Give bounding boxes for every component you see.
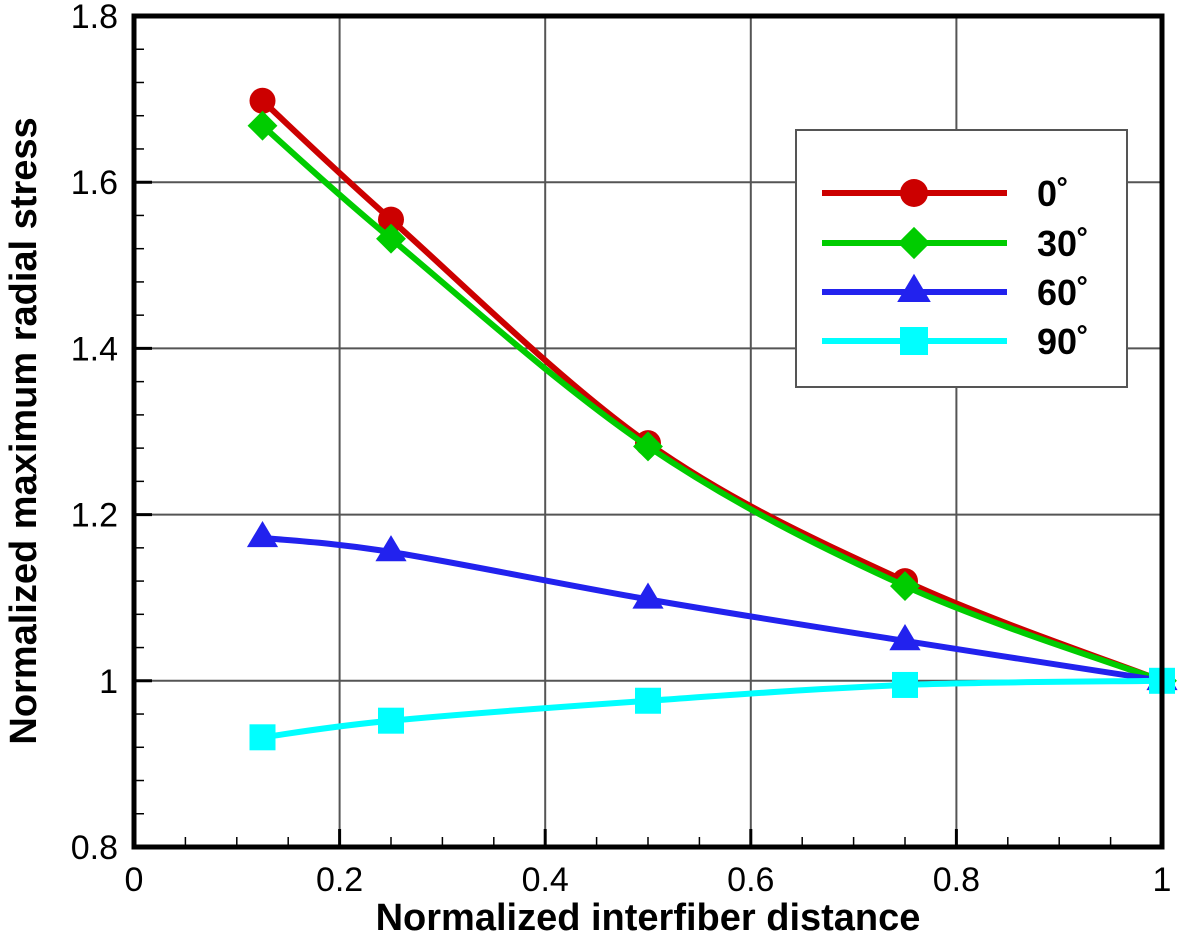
triangle-marker — [897, 273, 931, 303]
y-tick-label: 1.2 — [71, 497, 118, 535]
diamond-marker — [890, 571, 920, 602]
y-tick-label: 1.8 — [71, 0, 118, 36]
series-line — [262, 534, 1163, 684]
x-tick-label: 0.4 — [522, 861, 569, 899]
circle-marker — [900, 179, 928, 207]
x-tick-label: 0.6 — [727, 861, 774, 899]
circle-marker — [378, 206, 404, 233]
x-tick-label: 1 — [1153, 861, 1172, 899]
x-tick-label: 0.2 — [316, 861, 363, 899]
square-marker — [892, 671, 918, 698]
plot-frame — [131, 13, 1165, 850]
legend-item: 0˚ — [822, 173, 1069, 214]
legend-label: 90˚ — [1037, 321, 1089, 362]
legend-item: 90˚ — [822, 321, 1089, 362]
square-marker — [635, 687, 661, 714]
triangle-marker — [632, 582, 664, 609]
series-line — [262, 677, 1163, 741]
series-group — [246, 87, 1178, 751]
x-tick-label: 0 — [125, 861, 144, 899]
square-marker — [378, 707, 404, 734]
diamond-marker — [633, 431, 663, 462]
triangle-marker — [375, 535, 407, 562]
legend-item: 30˚ — [822, 223, 1089, 264]
legend-label: 0˚ — [1037, 173, 1069, 214]
x-axis-title: Normalized interfiber distance — [376, 897, 921, 939]
y-axis-tick-labels: 0.8 1 1.2 1.4 1.6 1.8 — [71, 0, 118, 867]
diamond-marker — [247, 110, 278, 141]
y-tick-label: 1.6 — [71, 164, 118, 202]
triangle-marker — [889, 624, 921, 651]
diamond-marker — [897, 226, 931, 260]
x-axis-tick-labels: 0 0.2 0.4 0.6 0.8 1 — [125, 861, 1172, 899]
y-tick-label: 1 — [99, 663, 118, 701]
legend-box — [795, 129, 1128, 388]
legend-item: 60˚ — [822, 272, 1089, 313]
legend-items: 0˚ 30˚ 60˚ 90˚ — [822, 173, 1089, 362]
square-marker — [900, 327, 928, 355]
series-triangle — [246, 520, 1178, 691]
triangle-marker — [246, 520, 279, 548]
circle-marker — [249, 87, 276, 114]
x-tick-label: 0.8 — [933, 861, 980, 899]
y-tick-label: 0.8 — [71, 829, 118, 867]
legend-label: 30˚ — [1037, 223, 1089, 264]
square-marker — [249, 724, 276, 751]
legend-label: 60˚ — [1037, 272, 1089, 313]
legend: 0˚ 30˚ 60˚ 90˚ — [795, 129, 1128, 388]
y-axis-title: Normalized maximum radial stress — [3, 117, 45, 744]
diamond-marker — [376, 223, 406, 254]
y-tick-label: 1.4 — [71, 330, 118, 368]
